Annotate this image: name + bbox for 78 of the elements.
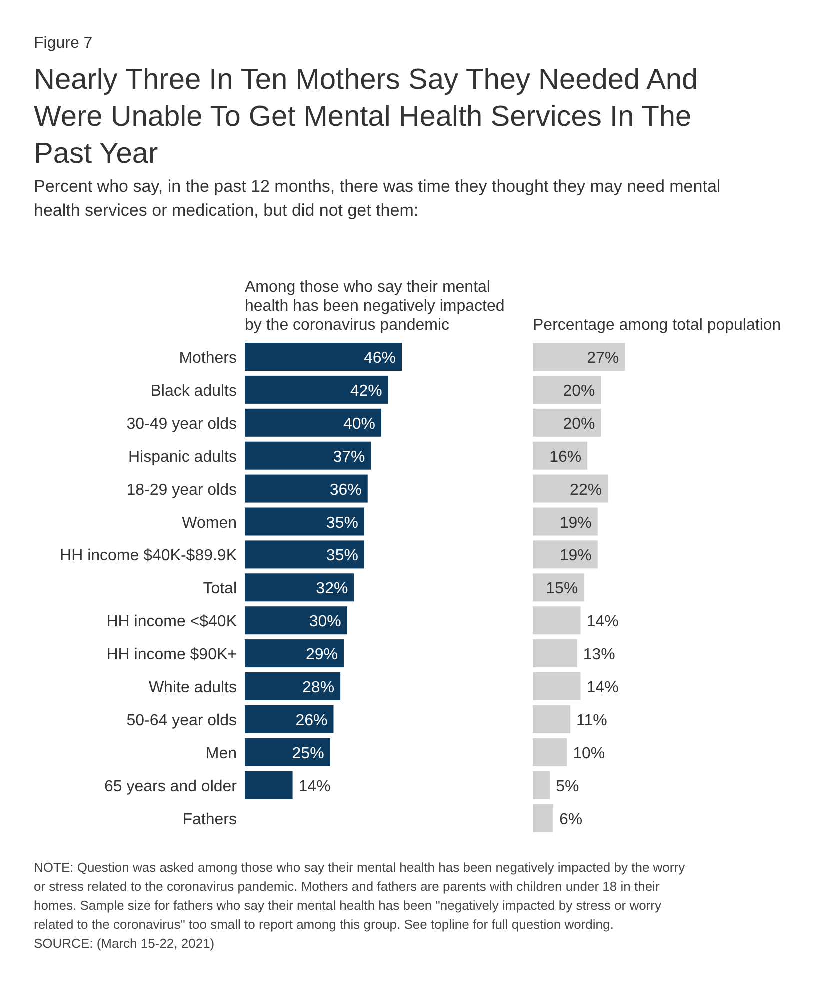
bar xyxy=(533,804,554,832)
data-label: 26% xyxy=(296,712,328,730)
data-label: 19% xyxy=(560,548,592,565)
data-label: 20% xyxy=(563,416,596,433)
y-tick-label: Men xyxy=(206,745,237,762)
data-label: 42% xyxy=(350,382,382,400)
bar xyxy=(533,343,626,371)
bar xyxy=(245,771,293,800)
data-label: 46% xyxy=(364,350,396,367)
y-tick-label: Black adults xyxy=(150,382,237,400)
y-tick-label: Women xyxy=(182,514,237,532)
data-label: 14% xyxy=(298,778,331,796)
data-label: 14% xyxy=(586,680,619,696)
data-label: 15% xyxy=(546,580,578,598)
data-label: 36% xyxy=(330,482,362,499)
y-tick-label: HH income $40K-$89.9K xyxy=(60,548,238,565)
bar xyxy=(245,376,388,404)
data-label: 32% xyxy=(316,580,348,598)
data-label: 14% xyxy=(586,614,619,631)
data-label: 28% xyxy=(302,680,335,696)
bar xyxy=(533,640,578,668)
bar xyxy=(533,540,598,569)
y-tick-label: 18-29 year olds xyxy=(126,482,237,499)
y-tick-label: HH income $90K+ xyxy=(106,646,237,664)
data-label: 10% xyxy=(573,745,606,762)
source-note: SOURCE: (March 15-22, 2021) xyxy=(34,936,215,951)
chart-subtitle: Percent who say, in the past 12 months, there was time they thought they may need mental health services or medication, but did not get them: xyxy=(34,177,721,220)
data-label: 40% xyxy=(343,416,376,433)
data-label: 16% xyxy=(550,448,582,466)
data-label: 11% xyxy=(576,712,608,730)
text: NOTE: Question was asked among those who say their mental health has been negatively impacted by the worry or stress related to the coronavirus pandemic. Mothers and fathers are parents with children under 18 in their homes. Sample size for fathers who say their mental health has been "negatively impacted by stress or worry related to the coronavirus" too small to report among this group. See topline for full question wording. xyxy=(34,860,686,932)
data-label: 19% xyxy=(560,514,592,532)
bar xyxy=(245,738,330,766)
data-label: 5% xyxy=(556,778,580,796)
bar xyxy=(245,408,382,437)
data-label: 22% xyxy=(570,482,602,499)
bar xyxy=(245,540,364,569)
bar xyxy=(245,705,334,734)
y-tick-label: Total xyxy=(203,580,237,598)
y-tick-label: 50-64 year olds xyxy=(126,712,237,730)
bar xyxy=(245,574,354,602)
bar xyxy=(533,376,602,404)
data-label: 20% xyxy=(563,382,596,400)
bar xyxy=(245,672,341,700)
bar xyxy=(245,508,364,536)
data-label: 30% xyxy=(309,614,342,631)
y-tick-label: Mothers xyxy=(179,350,237,367)
bar xyxy=(245,606,348,635)
bar xyxy=(533,408,602,437)
bar xyxy=(533,474,608,503)
data-label: 27% xyxy=(587,350,620,367)
bar xyxy=(533,738,568,766)
y-tick-label: Hispanic adults xyxy=(128,448,237,466)
data-label: 29% xyxy=(306,646,338,664)
data-label: 25% xyxy=(292,745,324,762)
bar xyxy=(245,343,402,371)
bar xyxy=(245,442,372,470)
bar xyxy=(533,606,581,635)
data-label: 35% xyxy=(326,514,358,532)
data-label: 13% xyxy=(583,646,616,664)
bar xyxy=(533,771,550,800)
chart-title: Nearly Three In Ten Mothers Say They Needed And Were Unable To Get Mental Health Services In The Past Year xyxy=(34,64,698,170)
y-tick-label: 30-49 year olds xyxy=(126,416,237,433)
bar xyxy=(245,640,344,668)
data-label: 37% xyxy=(333,448,366,466)
x-axis-title: Among those who say their mental health has been negatively impacted by the coronavirus pandemic xyxy=(245,279,505,334)
data-label: 35% xyxy=(326,548,358,565)
bar xyxy=(533,672,581,700)
y-tick-label: Fathers xyxy=(182,811,237,828)
y-tick-label: 65 years and older xyxy=(104,778,238,796)
data-label: 6% xyxy=(559,811,583,828)
y-tick-label: White adults xyxy=(148,680,237,696)
bar xyxy=(245,474,368,503)
x-axis-title: Percentage among total population xyxy=(533,317,782,334)
caption: Figure 7 xyxy=(34,35,93,52)
y-tick-label: HH income <$40K xyxy=(106,614,238,631)
bar xyxy=(533,705,571,734)
bar xyxy=(533,508,598,536)
